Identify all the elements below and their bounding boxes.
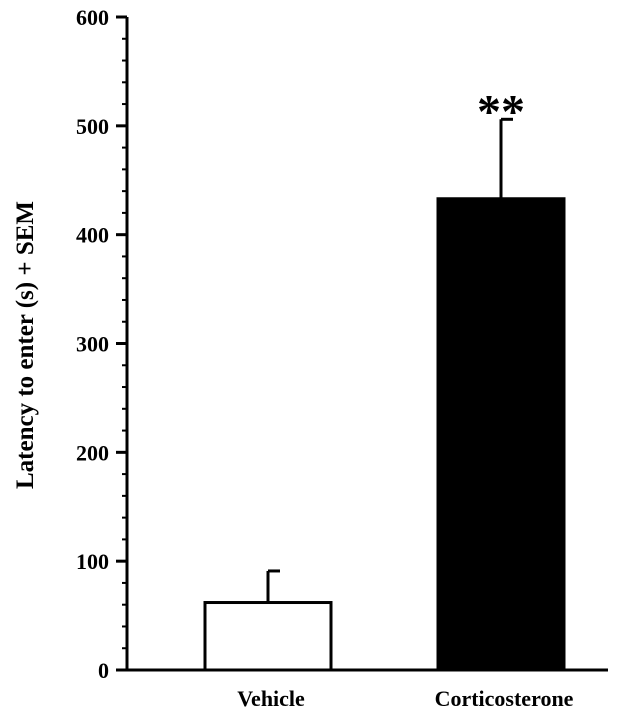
y-tick-label: 0 — [98, 658, 109, 683]
y-tick-label: 500 — [76, 114, 109, 139]
significance-annotation: ** — [477, 85, 525, 138]
labels: 0 100 200 300 400 500 600 Vehicle Corticosterone… — [76, 5, 574, 711]
y-axis-label: Latency to enter (s) + SEM — [12, 201, 39, 489]
bars — [203, 117, 566, 672]
y-tick-label: 100 — [76, 549, 109, 574]
x-tick-label: Vehicle — [237, 686, 305, 711]
y-tick-label: 300 — [76, 332, 109, 357]
x-tick-label: Corticosterone — [435, 686, 574, 711]
y-tick-label: 600 — [76, 5, 109, 30]
bar-vehicle — [203, 601, 333, 672]
y-tick-label: 400 — [76, 223, 109, 248]
bar-corticosterone — [436, 197, 566, 672]
y-tick-label: 200 — [76, 440, 109, 465]
